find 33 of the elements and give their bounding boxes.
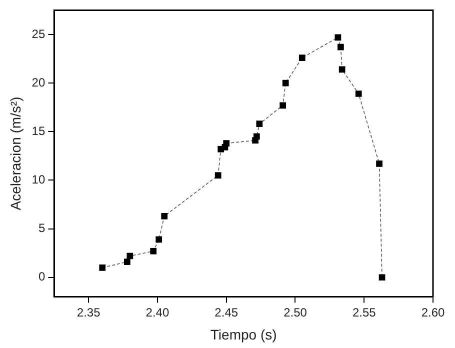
- point: [282, 80, 289, 86]
- x-tick-label: 2.60: [421, 305, 445, 320]
- y-tick-label: 15: [32, 124, 46, 138]
- point: [156, 236, 162, 243]
- x-axis-title: Tiempo (s): [210, 326, 277, 342]
- point: [223, 140, 230, 146]
- point: [376, 160, 382, 167]
- x-tick-label: 2.45: [214, 305, 238, 320]
- x-tick-label: 2.55: [352, 305, 376, 320]
- point: [298, 54, 306, 61]
- point: [253, 133, 260, 140]
- point: [161, 212, 168, 220]
- point: [280, 102, 286, 109]
- point: [99, 264, 106, 271]
- y-tick-label: 0: [38, 270, 46, 284]
- point: [338, 44, 344, 50]
- point: [150, 248, 157, 254]
- point: [256, 120, 263, 128]
- point: [214, 172, 222, 179]
- x-tick-label: 2.40: [146, 305, 170, 320]
- point: [378, 274, 386, 281]
- x-tick-label: 2.35: [76, 305, 101, 320]
- y-tick-label: 20: [32, 75, 46, 90]
- y-tick-label: 5: [38, 221, 46, 236]
- point: [124, 258, 130, 266]
- point: [126, 252, 134, 260]
- y-tick-label: 25: [32, 26, 46, 41]
- y-axis-title: Aceleracion (m/s²): [7, 96, 24, 210]
- y-tick-label: 10: [32, 172, 46, 187]
- x-tick-label: 2.50: [284, 305, 308, 320]
- point: [338, 66, 346, 73]
- point: [334, 34, 342, 41]
- point: [355, 90, 362, 97]
